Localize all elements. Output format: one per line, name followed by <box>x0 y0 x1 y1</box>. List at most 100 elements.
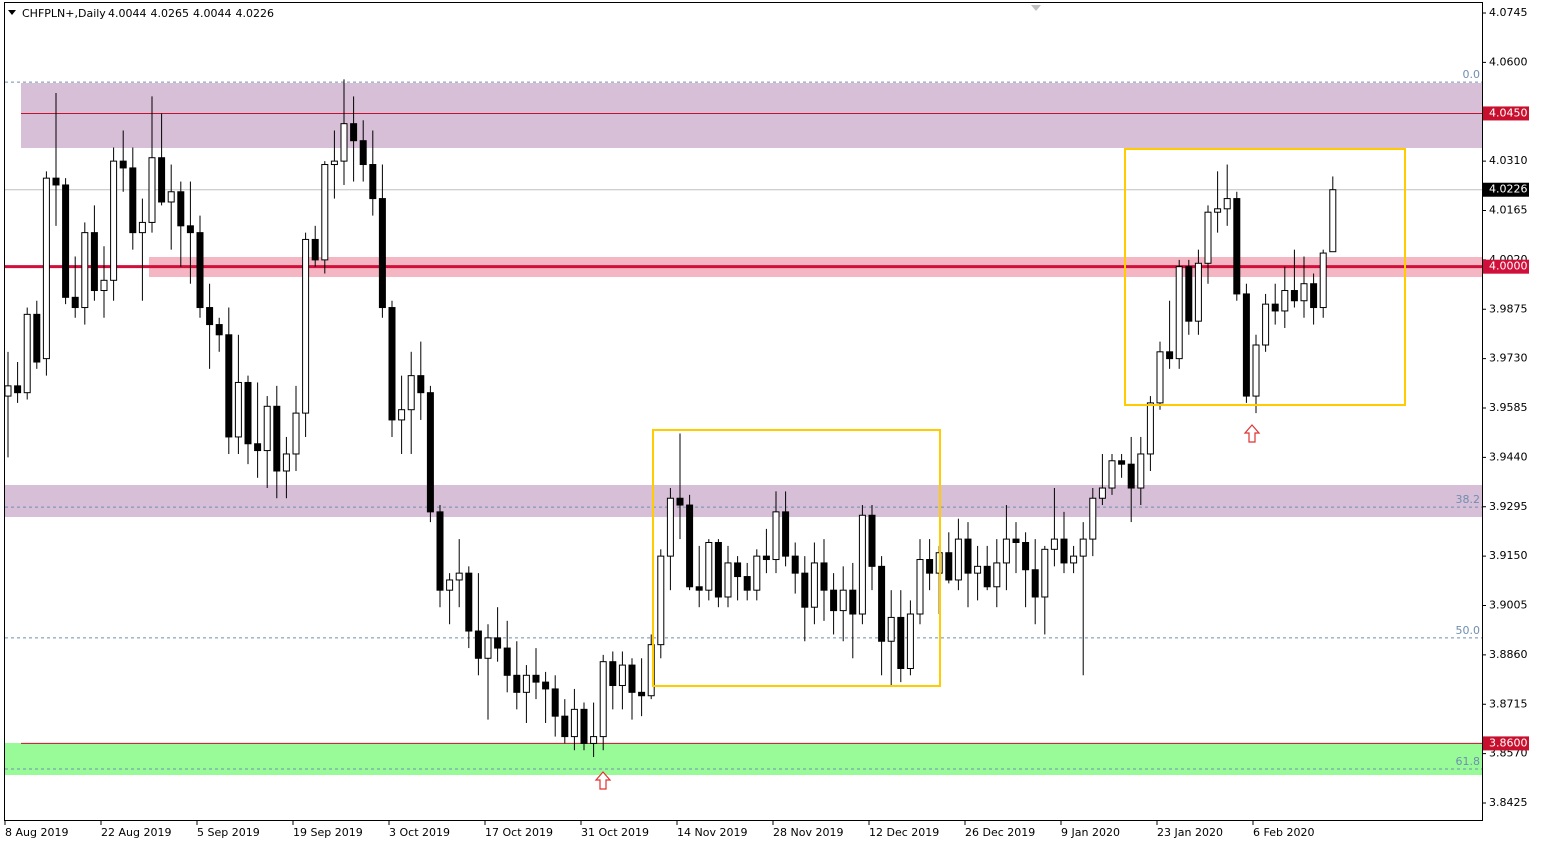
candle-body <box>1262 303 1270 346</box>
x-tick-label: 22 Aug 2019 <box>101 826 171 839</box>
candle-body <box>71 296 79 309</box>
candle-body <box>1194 262 1202 322</box>
candle-body <box>148 157 156 223</box>
candle-body <box>484 637 492 659</box>
price-tag <box>1483 182 1529 197</box>
candle-body <box>42 177 50 360</box>
candle-body <box>417 375 425 394</box>
candle-body <box>350 123 358 142</box>
candle-body <box>1070 555 1078 564</box>
level-tag-label: 4.0450 <box>1489 106 1528 119</box>
candle-body <box>714 542 722 598</box>
candle-body <box>138 221 146 234</box>
candle-body <box>1175 266 1183 360</box>
candle-body <box>465 572 473 632</box>
candle-body <box>926 559 934 574</box>
candle-body <box>628 664 636 693</box>
candle-body <box>177 191 185 227</box>
candle-body <box>580 708 588 744</box>
y-tick-label: 3.9150 <box>1489 549 1528 562</box>
candles-layer <box>4 79 1337 758</box>
y-tick-label: 4.0310 <box>1489 154 1528 167</box>
candle-body <box>657 555 665 646</box>
candle-body <box>878 565 886 642</box>
candle-body <box>503 647 511 676</box>
candle-body <box>695 586 703 591</box>
candle-body <box>1022 542 1030 571</box>
y-tick-label: 3.8715 <box>1489 697 1528 710</box>
candle-body <box>743 576 751 591</box>
candle-body <box>1252 344 1260 397</box>
candle-body <box>1233 198 1241 295</box>
candle-body <box>666 497 674 557</box>
header-ohlc: 4.0044 <box>108 7 147 20</box>
candle-body <box>916 559 924 615</box>
candle-body <box>282 453 290 472</box>
fib-label: 61.8 <box>1456 755 1481 768</box>
candle-body <box>1031 569 1039 598</box>
candle-body <box>782 511 790 557</box>
x-tick-label: 9 Jan 2020 <box>1061 826 1120 839</box>
candle-body <box>618 664 626 687</box>
candle-body <box>436 511 444 591</box>
candle-body <box>100 279 108 292</box>
candle-body <box>398 409 406 421</box>
candle-body <box>686 504 694 588</box>
candle-body <box>858 514 866 615</box>
support-zone <box>4 743 1482 775</box>
candle-body <box>186 225 194 234</box>
y-tick-label: 4.0600 <box>1489 55 1528 68</box>
range-box <box>652 429 941 687</box>
candle-body <box>196 232 204 309</box>
candle-body <box>522 674 530 693</box>
fib-label: 50.0 <box>1456 624 1481 637</box>
candle-body <box>647 644 655 697</box>
candle-body <box>868 514 876 567</box>
y-tick-label: 3.9730 <box>1489 352 1528 365</box>
candle-body <box>1300 283 1308 302</box>
candle-body <box>4 385 12 397</box>
candle-body <box>762 555 770 561</box>
candle-body <box>974 565 982 574</box>
candle-body <box>254 443 262 452</box>
symbol-title: CHFPLN+,Daily <box>22 7 106 20</box>
candle-body <box>1050 538 1058 550</box>
candle-body <box>311 238 319 261</box>
candle-body <box>263 405 271 452</box>
candle-body <box>1204 211 1212 264</box>
resistance-zone <box>21 83 1482 148</box>
candle-body <box>570 708 578 738</box>
middle-zone <box>4 485 1482 517</box>
level-tag-label: 4.0000 <box>1489 260 1528 273</box>
candle-body <box>1310 283 1318 309</box>
candle-body <box>772 511 780 561</box>
candle-body <box>993 562 1001 588</box>
candle-body <box>820 562 828 591</box>
level-tag <box>1483 736 1529 751</box>
candle-body <box>225 334 233 438</box>
candle-body <box>1185 266 1193 322</box>
candle-body <box>234 381 242 438</box>
candle-body <box>388 307 396 421</box>
level-tag <box>1483 259 1529 274</box>
candle-body <box>292 412 300 455</box>
fib-label: 0.0 <box>1463 68 1481 81</box>
x-tick-label: 23 Jan 2020 <box>1157 826 1223 839</box>
candle-body <box>513 674 521 693</box>
x-tick-label: 17 Oct 2019 <box>485 826 553 839</box>
candle-body <box>638 691 646 697</box>
up-arrow <box>594 771 612 790</box>
candle-body <box>906 613 914 669</box>
y-tick-label: 4.0745 <box>1489 6 1528 19</box>
candle-body <box>14 385 22 394</box>
y-tick-label: 3.9005 <box>1489 599 1528 612</box>
candle-body <box>1098 487 1106 499</box>
up-arrow <box>1243 424 1261 443</box>
candle-body <box>676 497 684 506</box>
y-tick-label: 3.9440 <box>1489 450 1528 463</box>
x-tick-label: 26 Dec 2019 <box>965 826 1035 839</box>
candle-body <box>532 674 540 683</box>
candle-body <box>426 392 434 513</box>
candle-body <box>1146 402 1154 455</box>
y-tick-label: 3.8425 <box>1489 796 1528 809</box>
